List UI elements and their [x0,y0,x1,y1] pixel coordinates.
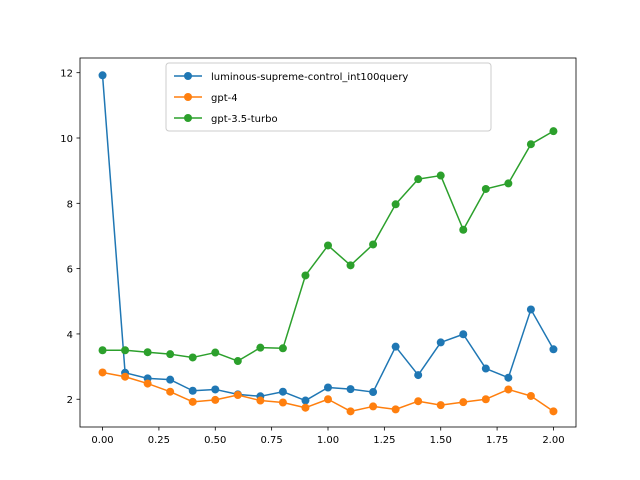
legend-box [165,62,492,132]
legend-label-series-3: gpt-3.5-turbo [211,114,278,125]
data-point-series-3 [166,350,175,359]
data-point-series-1 [414,371,423,380]
data-point-series-1 [278,387,287,396]
data-point-series-2 [414,397,423,406]
data-point-series-1 [459,330,468,339]
x-tick-label: 1.75 [486,435,508,446]
data-point-series-2 [481,395,490,404]
data-point-series-1 [211,385,220,394]
legend-label-series-2: gpt-4 [211,93,238,104]
x-tick-label: 1.50 [430,435,452,446]
data-point-series-3 [211,348,220,357]
data-point-series-2 [346,407,355,416]
data-point-series-1 [369,388,378,397]
data-point-series-1 [481,364,490,373]
data-point-series-3 [233,357,242,366]
data-point-series-2 [391,405,400,414]
data-point-series-2 [549,407,558,416]
y-tick-label: 6 [67,265,73,276]
data-point-series-3 [324,241,332,250]
data-point-series-3 [549,127,558,136]
legend-label-series-1: luminous-supreme-control_int100query [211,72,408,83]
legend-marker-series-1 [184,72,192,80]
data-point-series-3 [98,346,107,355]
data-point-series-3 [278,344,287,353]
data-point-series-2 [369,402,378,411]
data-point-series-1 [98,71,107,80]
data-point-series-2 [98,368,107,377]
data-point-series-3 [121,346,130,355]
data-point-series-2 [166,387,175,396]
data-point-series-3 [143,348,152,357]
data-point-series-3 [481,184,490,193]
data-point-series-2 [121,372,130,381]
data-point-series-3 [436,171,445,180]
data-point-series-2 [504,385,513,394]
x-tick-label: 1.00 [317,435,339,446]
data-point-series-3 [346,261,355,270]
data-point-series-1 [166,375,175,384]
data-point-series-2 [143,379,152,388]
y-tick-label: 12 [60,69,73,80]
plot-area [98,71,558,416]
y-tick-label: 10 [60,134,73,145]
data-point-series-2 [436,401,445,410]
data-point-series-2 [526,391,535,400]
data-point-series-3 [369,240,378,249]
data-point-series-2 [324,395,332,404]
data-point-series-1 [391,342,400,351]
data-point-series-3 [459,225,468,234]
data-point-series-3 [414,175,423,184]
x-tick-label: 0.25 [148,435,170,446]
data-point-series-2 [188,397,197,406]
data-point-series-1 [324,383,332,392]
data-point-series-3 [504,179,513,188]
data-point-series-1 [301,396,310,405]
data-point-series-1 [346,385,355,394]
data-point-series-3 [391,200,400,209]
y-tick-label: 4 [67,330,73,341]
data-point-series-2 [233,390,242,399]
data-point-series-1 [504,373,513,382]
data-point-series-1 [549,345,558,354]
x-tick-label: 0.75 [261,435,283,446]
x-tick-label: 0.50 [204,435,226,446]
y-tick-label: 8 [67,199,73,210]
data-point-series-1 [526,305,535,314]
x-tick-label: 1.25 [373,435,395,446]
data-point-series-3 [256,343,265,352]
y-tick-label: 2 [67,395,73,406]
legend: luminous-supreme-control_int100query gpt-… [165,62,492,132]
data-point-series-2 [278,398,287,407]
legend-marker-series-3 [184,114,192,122]
data-point-series-2 [211,395,220,404]
data-point-series-2 [301,403,310,412]
data-point-series-1 [188,386,197,395]
x-tick-label: 2.00 [542,435,564,446]
axes: 0.00 0.25 0.50 0.75 1.00 1.25 1.50 1.75 2.00 2 4 6 8… [60,57,577,446]
legend-marker-series-2 [184,93,192,101]
x-tick-label: 0.00 [91,435,113,446]
data-point-series-3 [188,353,197,362]
data-point-series-2 [459,398,468,407]
data-point-series-3 [301,271,310,280]
data-point-series-3 [526,140,535,149]
data-point-series-1 [436,338,445,347]
data-point-series-2 [256,396,265,405]
